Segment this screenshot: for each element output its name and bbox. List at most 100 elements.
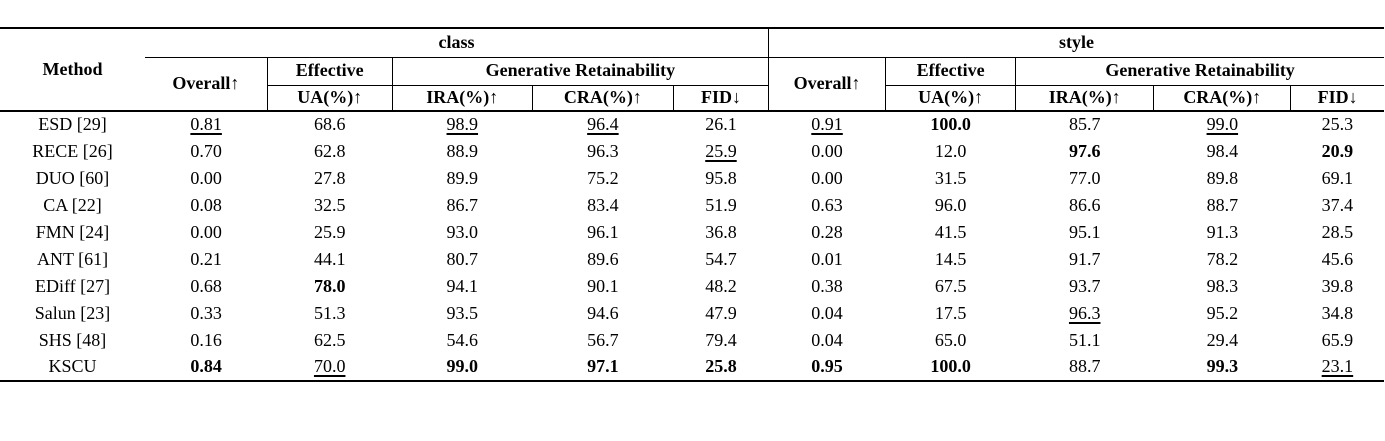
value-cell: 25.9	[267, 219, 392, 246]
value-cell: 0.00	[145, 219, 267, 246]
value-text: 69.1	[1321, 167, 1354, 188]
value-cell: 44.1	[267, 246, 392, 273]
value-cell: 0.21	[145, 246, 267, 273]
value-text: 25.3	[1321, 114, 1354, 135]
header-group-style: style	[768, 27, 1384, 58]
value-cell: 98.9	[392, 111, 532, 138]
value-cell: 86.6	[1016, 192, 1154, 219]
value-cell: 12.0	[886, 138, 1016, 165]
value-text: 12.0	[934, 140, 967, 161]
value-cell: 25.8	[673, 354, 769, 382]
table-row: RECE [26] 0.70 62.8 88.9 96.3 25.9 0.00 12.0 97.…	[0, 138, 1384, 165]
value-text: 31.5	[934, 167, 967, 188]
method-cell: ANT [61]	[36, 248, 109, 269]
value-cell: 97.1	[532, 354, 674, 382]
value-cell: 88.7	[1015, 354, 1154, 382]
value-cell: 68.6	[267, 111, 392, 138]
value-cell: 51.1	[1016, 327, 1154, 354]
table-row: DUO [60] 0.00 27.8 89.9 75.2 95.8 0.00 31.5 77.0…	[0, 165, 1384, 192]
value-text: 98.9	[446, 114, 479, 135]
value-text: 0.68	[190, 275, 222, 296]
value-text: 44.1	[313, 248, 346, 269]
value-text: 0.28	[811, 221, 843, 242]
header-generative-retainability-style: Generative Retainability	[1015, 57, 1384, 86]
table-row: EDiff [27] 0.68 78.0 94.1 90.1 48.2 0.38 67.5 93…	[0, 273, 1384, 300]
value-cell: 99.0	[392, 354, 533, 382]
method-cell: ESD [29]	[38, 114, 107, 135]
value-cell: 77.0	[1016, 165, 1154, 192]
value-text: 0.63	[811, 194, 843, 215]
value-cell: 94.1	[392, 273, 532, 300]
value-cell: 86.7	[392, 192, 532, 219]
value-cell: 0.91	[769, 111, 886, 138]
value-cell: 51.9	[673, 192, 768, 219]
value-cell: 90.1	[532, 273, 673, 300]
value-cell: 94.6	[532, 300, 673, 327]
value-text: 45.6	[1321, 248, 1354, 269]
value-cell: 65.0	[886, 327, 1016, 354]
value-cell: 14.5	[886, 246, 1016, 273]
header-ira-style: IRA(%)↑	[1015, 85, 1155, 112]
value-text: 29.4	[1206, 329, 1239, 350]
method-cell: Salun [23]	[34, 302, 111, 323]
value-cell: 56.7	[532, 327, 673, 354]
value-text: 0.04	[811, 302, 843, 323]
value-cell: 0.04	[769, 327, 886, 354]
header-effective-class: Effective	[267, 57, 393, 86]
value-text: 25.8	[705, 356, 737, 377]
value-cell: 23.1	[1290, 354, 1384, 382]
value-text: 0.04	[811, 329, 843, 350]
value-cell: 78.2	[1154, 246, 1291, 273]
value-text: 34.8	[1321, 302, 1354, 323]
value-cell: 41.5	[886, 219, 1016, 246]
value-cell: 0.01	[769, 246, 886, 273]
value-cell: 93.0	[392, 219, 532, 246]
header-row-metrics: UA(%)↑ IRA(%)↑ CRA(%)↑ FID↓ UA(%)↑ IRA(%…	[0, 85, 1384, 112]
value-cell: 20.9	[1291, 138, 1384, 165]
table-row: KSCU 0.84 70.0 99.0 97.1 25.8 0.95 100.0 88.7 99.…	[0, 354, 1384, 382]
header-fid-class: FID↓	[673, 85, 770, 112]
value-cell: 89.8	[1154, 165, 1291, 192]
value-text: 39.8	[1321, 275, 1354, 296]
value-cell: 34.8	[1291, 300, 1384, 327]
value-text: 65.9	[1321, 329, 1354, 350]
value-text: 94.6	[587, 302, 619, 323]
value-text: 20.9	[1321, 140, 1354, 161]
value-text: 0.84	[190, 356, 222, 377]
value-cell: 0.04	[769, 300, 886, 327]
value-text: 88.7	[1206, 194, 1239, 215]
value-cell: 0.16	[145, 327, 267, 354]
value-text: 67.5	[934, 275, 967, 296]
value-cell: 70.0	[267, 354, 393, 382]
header-fid-style: FID↓	[1290, 85, 1384, 112]
value-cell: 95.2	[1154, 300, 1291, 327]
value-cell: 98.4	[1154, 138, 1291, 165]
value-cell: 91.7	[1016, 246, 1154, 273]
value-text: 77.0	[1068, 167, 1101, 188]
value-text: 48.2	[705, 275, 737, 296]
value-text: 85.7	[1068, 114, 1101, 135]
value-text: 100.0	[930, 356, 971, 377]
value-cell: 0.70	[145, 138, 267, 165]
value-cell: 0.28	[769, 219, 886, 246]
value-cell: 89.9	[392, 165, 532, 192]
header-method: Method	[0, 27, 146, 112]
value-cell: 99.0	[1154, 111, 1291, 138]
method-cell: FMN [24]	[35, 221, 110, 242]
value-text: 56.7	[587, 329, 619, 350]
value-cell: 0.63	[769, 192, 886, 219]
value-cell: 51.3	[267, 300, 392, 327]
value-text: 79.4	[705, 329, 737, 350]
value-text: 97.6	[1068, 140, 1101, 161]
value-text: 100.0	[930, 114, 971, 135]
table-row: FMN [24] 0.00 25.9 93.0 96.1 36.8 0.28 41.5 95.1…	[0, 219, 1384, 246]
value-cell: 96.3	[1016, 300, 1154, 327]
value-cell: 54.7	[673, 246, 768, 273]
header-cra-class: CRA(%)↑	[532, 85, 674, 112]
value-cell: 95.8	[673, 165, 768, 192]
value-text: 51.1	[1068, 329, 1101, 350]
value-cell: 75.2	[532, 165, 673, 192]
table-row: ESD [29] 0.81 68.6 98.9 96.4 26.1 0.91 100.0 85.…	[0, 111, 1384, 138]
value-text: 93.5	[446, 302, 479, 323]
value-text: 41.5	[934, 221, 967, 242]
